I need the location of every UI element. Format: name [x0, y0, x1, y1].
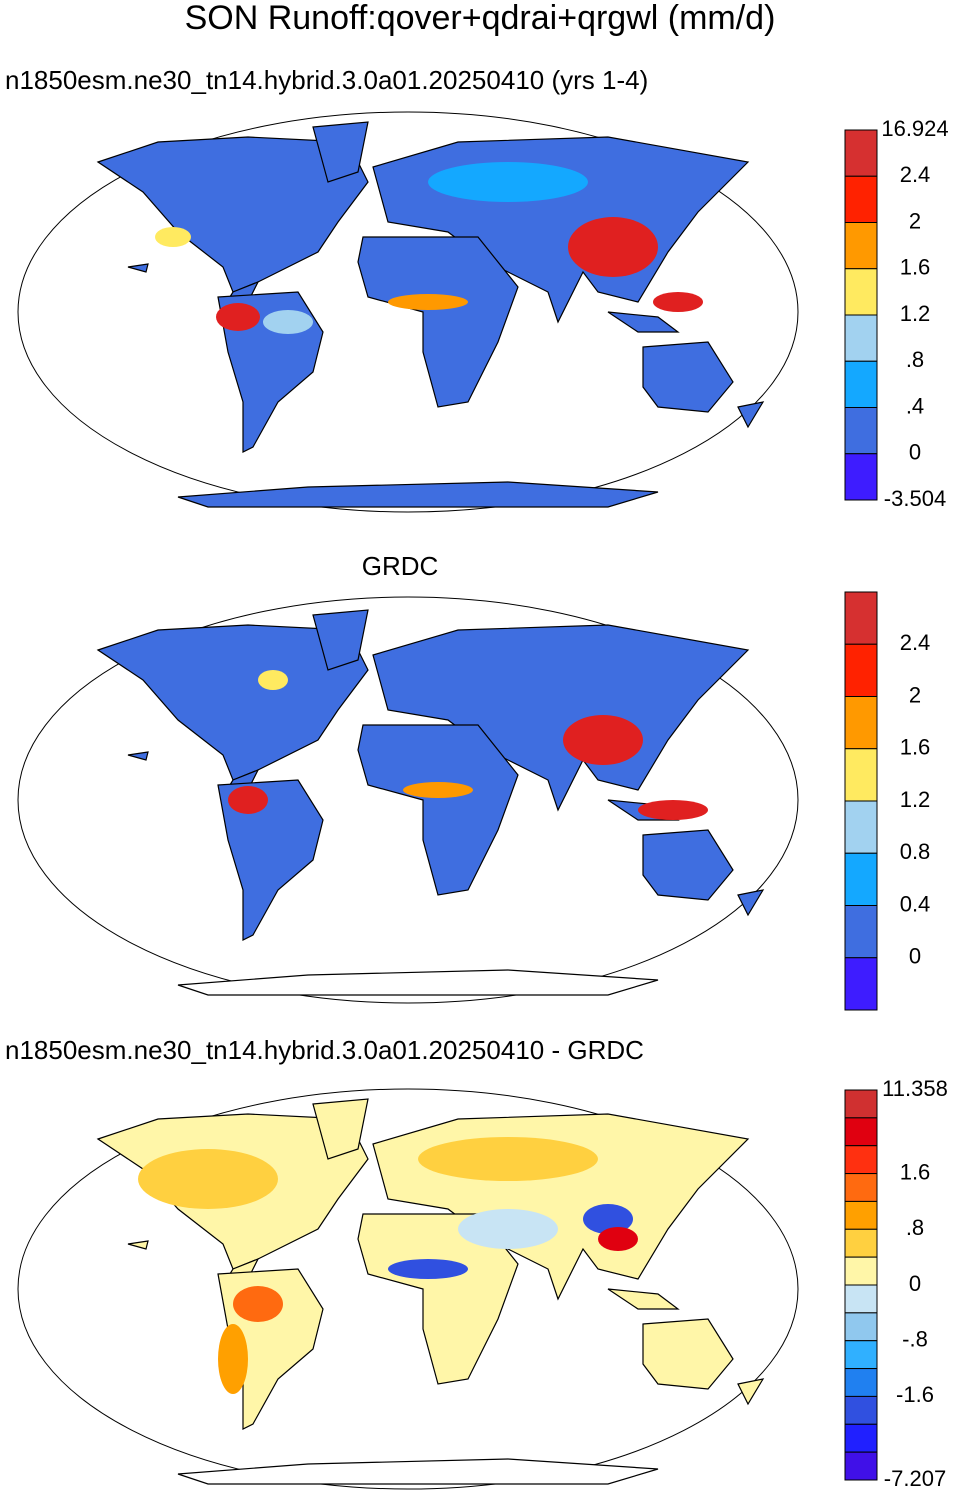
colorbar-box	[844, 1145, 878, 1175]
field-patches	[155, 162, 703, 334]
colorbar-label: 0.4	[900, 891, 931, 916]
colorbar-label: 2.4	[900, 630, 931, 655]
colorbar-box	[844, 1173, 878, 1202]
colorbar-box	[844, 591, 878, 645]
colorbar-box	[844, 852, 878, 906]
colorbar-box	[844, 1312, 878, 1342]
colorbar-box	[844, 1117, 878, 1147]
colorbar-box	[844, 748, 878, 802]
colorbar-box	[844, 1089, 878, 1119]
colorbar-box	[844, 1423, 878, 1453]
map	[17, 111, 799, 513]
colorbar-box	[844, 696, 878, 750]
colorbar-label: .8	[906, 347, 924, 372]
colorbar-box	[844, 314, 878, 362]
colorbar-box	[844, 268, 878, 316]
colorbar-box	[844, 360, 878, 408]
figure-title: SON Runoff:qover+qdrai+qrgwl (mm/d)	[185, 0, 776, 37]
colorbar-box	[844, 1395, 878, 1425]
colorbar-label: 2.4	[900, 162, 931, 187]
colorbar-box	[844, 800, 878, 854]
colorbar-label: 0	[909, 440, 921, 465]
colorbar-label: .8	[906, 1215, 924, 1240]
field-patches	[228, 670, 708, 820]
panel-subtitle: GRDC	[362, 551, 439, 581]
colorbar-box	[844, 1256, 878, 1286]
colorbar-box	[844, 175, 878, 223]
colorbar-label: 1.2	[900, 301, 931, 326]
panel-subtitle: n1850esm.ne30_tn14.hybrid.3.0a01.2025041…	[5, 1035, 644, 1065]
colorbar-label: 2	[909, 208, 921, 233]
colorbar-label: 1.6	[900, 255, 931, 280]
colorbar-box	[844, 905, 878, 959]
colorbar-label: 2	[909, 682, 921, 707]
colorbar-box	[844, 1368, 878, 1397]
colorbar-box	[844, 453, 878, 501]
colorbar-box	[844, 1284, 878, 1314]
colorbar-label: 11.358	[882, 1076, 948, 1101]
colorbar-box	[844, 222, 878, 270]
colorbar-label: -.8	[902, 1327, 928, 1352]
map	[17, 596, 799, 1004]
map	[17, 1088, 799, 1490]
colorbar-box	[844, 957, 878, 1011]
colorbar-label: -1.6	[896, 1382, 934, 1407]
colorbar-label: 1.2	[900, 787, 931, 812]
colorbar-label: 1.6	[900, 735, 931, 760]
panel-subtitle: n1850esm.ne30_tn14.hybrid.3.0a01.2025041…	[5, 65, 648, 95]
colorbar-label: -7.207	[884, 1466, 946, 1491]
field-patches	[138, 1137, 638, 1394]
colorbar-box	[844, 1451, 878, 1481]
colorbar-label: 0	[909, 944, 921, 969]
colorbar-label: 0	[909, 1271, 921, 1296]
colorbar-label: 0.8	[900, 839, 931, 864]
colorbar-box	[844, 1340, 878, 1370]
colorbar-box	[844, 407, 878, 455]
colorbar-label: .4	[906, 393, 924, 418]
colorbar-box	[844, 1200, 878, 1230]
colorbar-box	[844, 1228, 878, 1258]
colorbar-label: 1.6	[900, 1159, 931, 1184]
colorbar-label: -3.504	[884, 486, 946, 511]
colorbar-box	[844, 129, 878, 177]
colorbar-label: 16.924	[881, 116, 948, 141]
colorbar-box	[844, 643, 878, 697]
